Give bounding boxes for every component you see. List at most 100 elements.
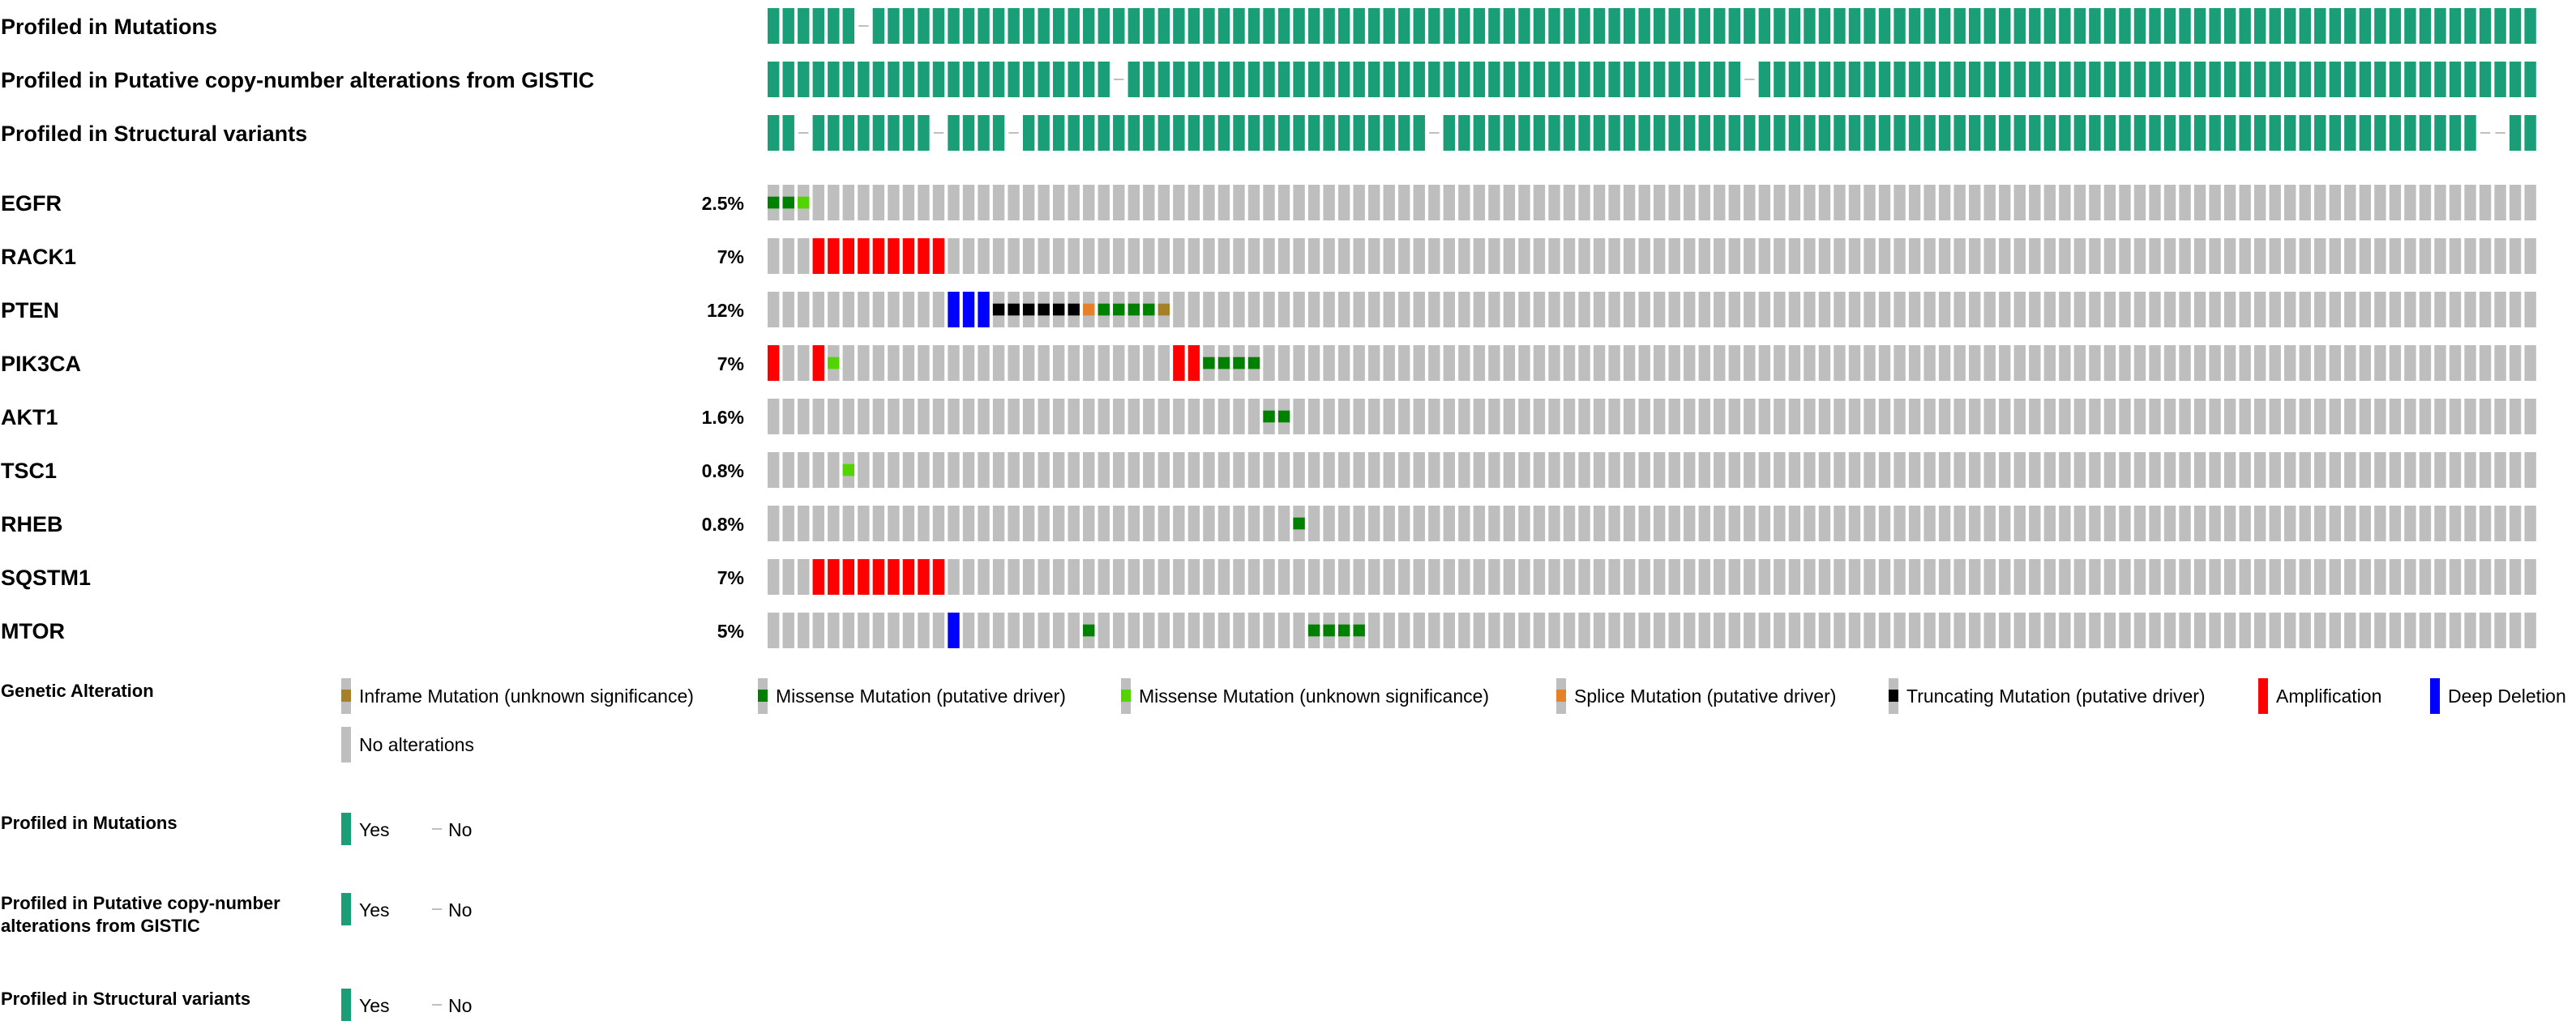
sample-profiled (2464, 8, 2476, 44)
cell-no-alteration (1428, 506, 1440, 541)
sample-profiled (2494, 8, 2506, 44)
cell-no-alteration (1503, 238, 1516, 274)
cell-no-alteration (2043, 559, 2056, 595)
cell-no-alteration (1908, 238, 1921, 274)
sample-profiled (1083, 115, 1095, 151)
cell-no-alteration (1638, 185, 1650, 220)
sample-profiled (1503, 8, 1516, 44)
sample-profiled (2119, 62, 2131, 97)
cell-no-alteration (1337, 345, 1350, 381)
sample-profiled (1323, 62, 1335, 97)
cell-no-alteration (858, 292, 870, 327)
cell-no-alteration (2163, 506, 2176, 541)
sample-profiled (1473, 62, 1486, 97)
sample-profiled (1413, 8, 1425, 44)
cell-no-alteration (1668, 559, 1680, 595)
cell-no-alteration (1473, 292, 1486, 327)
cell-no-alteration (768, 559, 780, 595)
sample-profiled (2223, 115, 2236, 151)
sample-profiled (2059, 8, 2071, 44)
cell-no-alteration (1413, 185, 1425, 220)
cell-no-alteration (1518, 559, 1530, 595)
cell-no-alteration (872, 399, 885, 434)
cell-no-alteration (1563, 292, 1576, 327)
cell-no-alteration (1788, 292, 1801, 327)
cell-no-alteration (1758, 292, 1771, 327)
cell-no-alteration (1413, 452, 1425, 488)
sample-profiled (918, 115, 930, 151)
cell-no-alteration (782, 559, 794, 595)
sample-profiled (872, 8, 885, 44)
sample-profiled (1247, 115, 1260, 151)
sample-not-profiled (2495, 132, 2505, 134)
sample-profiled (1368, 8, 1380, 44)
alteration-percent: 7% (717, 246, 744, 267)
cell-no-alteration (1608, 399, 1620, 434)
sample-profiled (2253, 8, 2266, 44)
cell-no-alteration (2089, 238, 2101, 274)
cell-no-alteration (2284, 506, 2296, 541)
cell-no-alteration (932, 452, 945, 488)
sample-profiled (992, 62, 1005, 97)
cell-no-alteration (888, 452, 900, 488)
cell-no-alteration (842, 292, 855, 327)
cell-no-alteration (1488, 399, 1500, 434)
cell-no-alteration (992, 185, 1005, 220)
sample-profiled (2163, 8, 2176, 44)
cell-no-alteration (2089, 292, 2101, 327)
cell-no-alteration (1413, 345, 1425, 381)
cell-no-alteration (902, 345, 915, 381)
cell-no-alteration (1744, 613, 1756, 648)
cell-no-alteration (1788, 345, 1801, 381)
sample-profiled (2314, 62, 2326, 97)
sample-profiled (1263, 115, 1275, 151)
sample-profiled (1668, 62, 1680, 97)
cell-no-alteration (2193, 613, 2206, 648)
sample-profiled (1969, 8, 1981, 44)
cell-no-alteration (2419, 185, 2432, 220)
cell-no-alteration (1518, 345, 1530, 381)
cell-no-alteration (2434, 185, 2446, 220)
cell-no-alteration (1578, 399, 1590, 434)
cell-no-alteration (1473, 559, 1486, 595)
cell-no-alteration (1878, 185, 1891, 220)
cell-no-alteration (1217, 452, 1230, 488)
cell-no-alteration (2524, 399, 2536, 434)
cell-no-alteration (1098, 506, 1110, 541)
cell-no-alteration (2209, 399, 2221, 434)
cell-missense-driver (1143, 303, 1155, 316)
cell-no-alteration (1428, 292, 1440, 327)
sample-profiled (2434, 62, 2446, 97)
cell-no-alteration (2133, 345, 2146, 381)
cell-no-alteration (2013, 506, 2026, 541)
cell-no-alteration (858, 452, 870, 488)
cell-no-alteration (1098, 613, 1110, 648)
cell-no-alteration (1698, 613, 1710, 648)
cell-no-alteration (1969, 345, 1981, 381)
cell-no-alteration (2449, 292, 2462, 327)
cell-no-alteration (1008, 345, 1020, 381)
cell-no-alteration (1548, 185, 1560, 220)
cell-no-alteration (1818, 185, 1831, 220)
cell-no-alteration (2404, 613, 2416, 648)
cell-no-alteration (1233, 238, 1245, 274)
cell-no-alteration (798, 292, 810, 327)
cell-no-alteration (1488, 506, 1500, 541)
sample-profiled (1938, 62, 1951, 97)
cell-no-alteration (1143, 345, 1155, 381)
legend-swatch (432, 908, 442, 910)
cell-no-alteration (1758, 345, 1771, 381)
cell-no-alteration (2494, 292, 2506, 327)
cell-no-alteration (1443, 559, 1456, 595)
gene-track-pten: PTEN 12% (1, 292, 2536, 327)
cell-no-alteration (1458, 238, 1470, 274)
cell-missense-driver (1203, 357, 1215, 370)
cell-no-alteration (2329, 238, 2341, 274)
cell-no-alteration (1864, 613, 1876, 648)
cell-no-alteration (1488, 613, 1500, 648)
cell-no-alteration (1638, 292, 1650, 327)
cell-no-alteration (1277, 292, 1290, 327)
cell-no-alteration (1083, 559, 1095, 595)
cell-no-alteration (1653, 506, 1666, 541)
cell-no-alteration (1008, 399, 1020, 434)
